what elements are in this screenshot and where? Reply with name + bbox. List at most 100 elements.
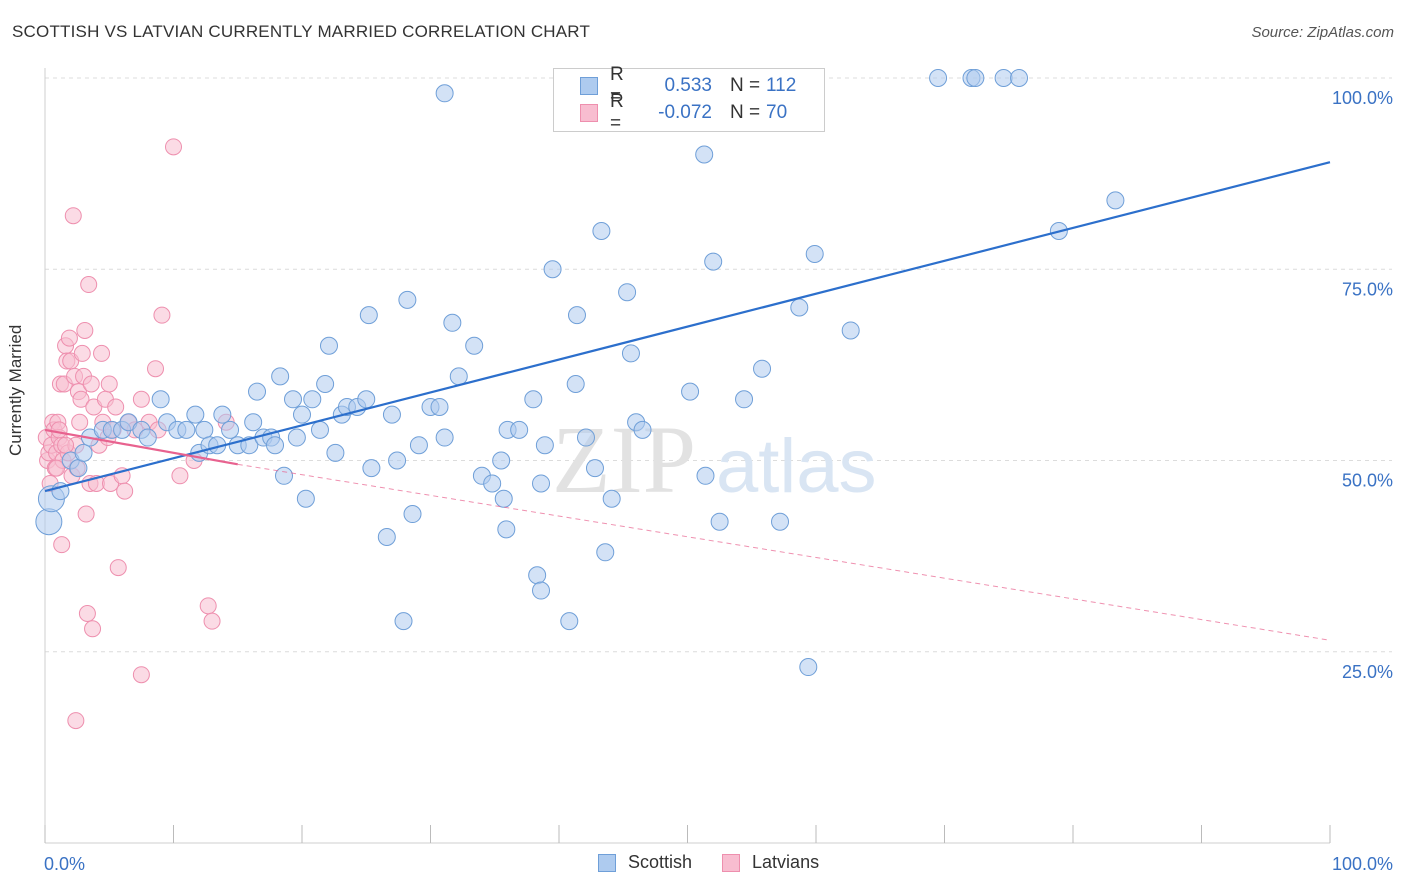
y-tick-label: 100.0%: [1332, 88, 1393, 108]
scottish-point: [409, 436, 428, 455]
correlation-legend: R = 0.533 N = 112 R = -0.072 N = 70: [553, 64, 825, 134]
scottish-point: [275, 466, 294, 485]
x-tick-label-start: 0.0%: [44, 854, 85, 874]
scottish-point: [435, 428, 454, 447]
scottish-point: [633, 420, 652, 439]
latvian-point: [53, 536, 71, 554]
latvian-point: [109, 559, 127, 577]
latvian-point: [64, 207, 82, 225]
latvian-point: [50, 421, 68, 439]
scottish-point: [316, 375, 335, 393]
scottish-trend-line: [44, 161, 1331, 493]
scottish-point: [435, 84, 454, 103]
series-label-scottish: Scottish: [628, 852, 693, 872]
scottish-point: [293, 405, 311, 424]
latvian-point: [60, 329, 78, 347]
scottish-point: [532, 581, 551, 600]
legend-row-scottish: R = 0.533 N = 112: [554, 64, 806, 107]
scottish-point: [271, 367, 290, 386]
scottish-point: [494, 489, 513, 508]
legend-n-label: N =: [730, 75, 761, 96]
latvian-point: [80, 276, 98, 294]
scottish-point: [303, 390, 322, 409]
latvian-point: [67, 712, 85, 730]
scottish-point: [966, 69, 985, 87]
scottish-point: [151, 390, 170, 409]
series-legend-scottish[interactable]: Scottish: [598, 852, 692, 873]
legend-n-value-latvians: 70: [766, 102, 788, 123]
scottish-point: [248, 382, 267, 401]
scottish-point: [296, 489, 315, 508]
scottish-point: [560, 612, 579, 631]
scottish-point: [1106, 191, 1125, 210]
scottish-point: [567, 306, 586, 325]
scottish-point: [319, 336, 338, 355]
series-legend-latvians[interactable]: Latvians: [722, 852, 819, 873]
scottish-point: [449, 367, 468, 386]
latvian-trend-extension: [237, 463, 1331, 641]
scottish-point: [362, 459, 381, 478]
legend-swatch-scottish: [580, 77, 598, 95]
scottish-point: [585, 459, 604, 478]
scottish-point: [69, 459, 88, 478]
scottish-point: [805, 244, 824, 263]
scottish-point: [266, 436, 285, 455]
scottish-point: [535, 436, 554, 455]
scottish-point: [221, 420, 240, 439]
scottish-point: [596, 543, 615, 562]
scottish-point: [696, 466, 715, 485]
latvian-point: [57, 436, 75, 454]
watermark-zip: ZIP: [552, 406, 696, 513]
latvian-point: [73, 344, 91, 362]
scottish-point: [681, 382, 700, 401]
scottish-point: [994, 69, 1013, 87]
scottish-point: [771, 512, 790, 531]
latvian-point: [171, 467, 189, 485]
legend-swatch-latvians: [580, 104, 598, 122]
scottish-point: [929, 69, 948, 87]
latvian-point: [71, 413, 89, 431]
scottish-point: [186, 405, 205, 424]
scottish-point: [799, 658, 818, 677]
scottish-point: [465, 336, 484, 355]
legend-r-label: R =: [610, 64, 624, 107]
scottish-points: [35, 69, 1125, 677]
scottish-point: [388, 451, 407, 470]
scottish-point: [841, 321, 860, 340]
scottish-point: [753, 359, 772, 378]
scottish-point: [695, 145, 714, 164]
scottish-point: [394, 612, 413, 631]
y-tick-label: 50.0%: [1342, 471, 1393, 491]
scottish-point: [430, 397, 449, 416]
chart-title: SCOTTISH VS LATVIAN CURRENTLY MARRIED CO…: [12, 22, 591, 41]
latvian-point: [78, 605, 96, 622]
scottish-point: [35, 508, 63, 536]
scottish-point: [602, 489, 621, 508]
scottish-point: [497, 520, 516, 539]
scottish-point: [443, 313, 462, 332]
legend-r-value-scottish: 0.533: [664, 75, 712, 96]
grid-lines: [45, 77, 1392, 653]
legend-n-value-scottish: 112: [766, 75, 797, 96]
scottish-point: [377, 528, 396, 546]
scottish-point: [528, 566, 547, 585]
scottish-point: [524, 390, 543, 409]
legend-n-label: N =: [730, 102, 761, 123]
scottish-point: [483, 474, 502, 493]
trend-lines: [44, 161, 1331, 641]
latvian-trend-line: [44, 428, 238, 466]
scottish-point: [382, 405, 401, 424]
scottish-point: [510, 420, 529, 439]
y-tick-label: 25.0%: [1342, 662, 1393, 682]
series-swatch-scottish: [598, 853, 616, 872]
scottish-point: [74, 443, 93, 462]
latvian-point: [82, 375, 100, 393]
watermark: ZIP atlas: [552, 406, 877, 513]
scottish-point: [592, 222, 611, 240]
scottish-point: [177, 420, 196, 439]
tick-labels: 25.0% 50.0% 75.0% 100.0% 0.0% 100.0%: [44, 88, 1393, 874]
latvian-point: [48, 459, 66, 477]
scottish-point: [403, 505, 422, 524]
scottish-point: [213, 405, 232, 424]
latvian-point: [116, 482, 134, 500]
